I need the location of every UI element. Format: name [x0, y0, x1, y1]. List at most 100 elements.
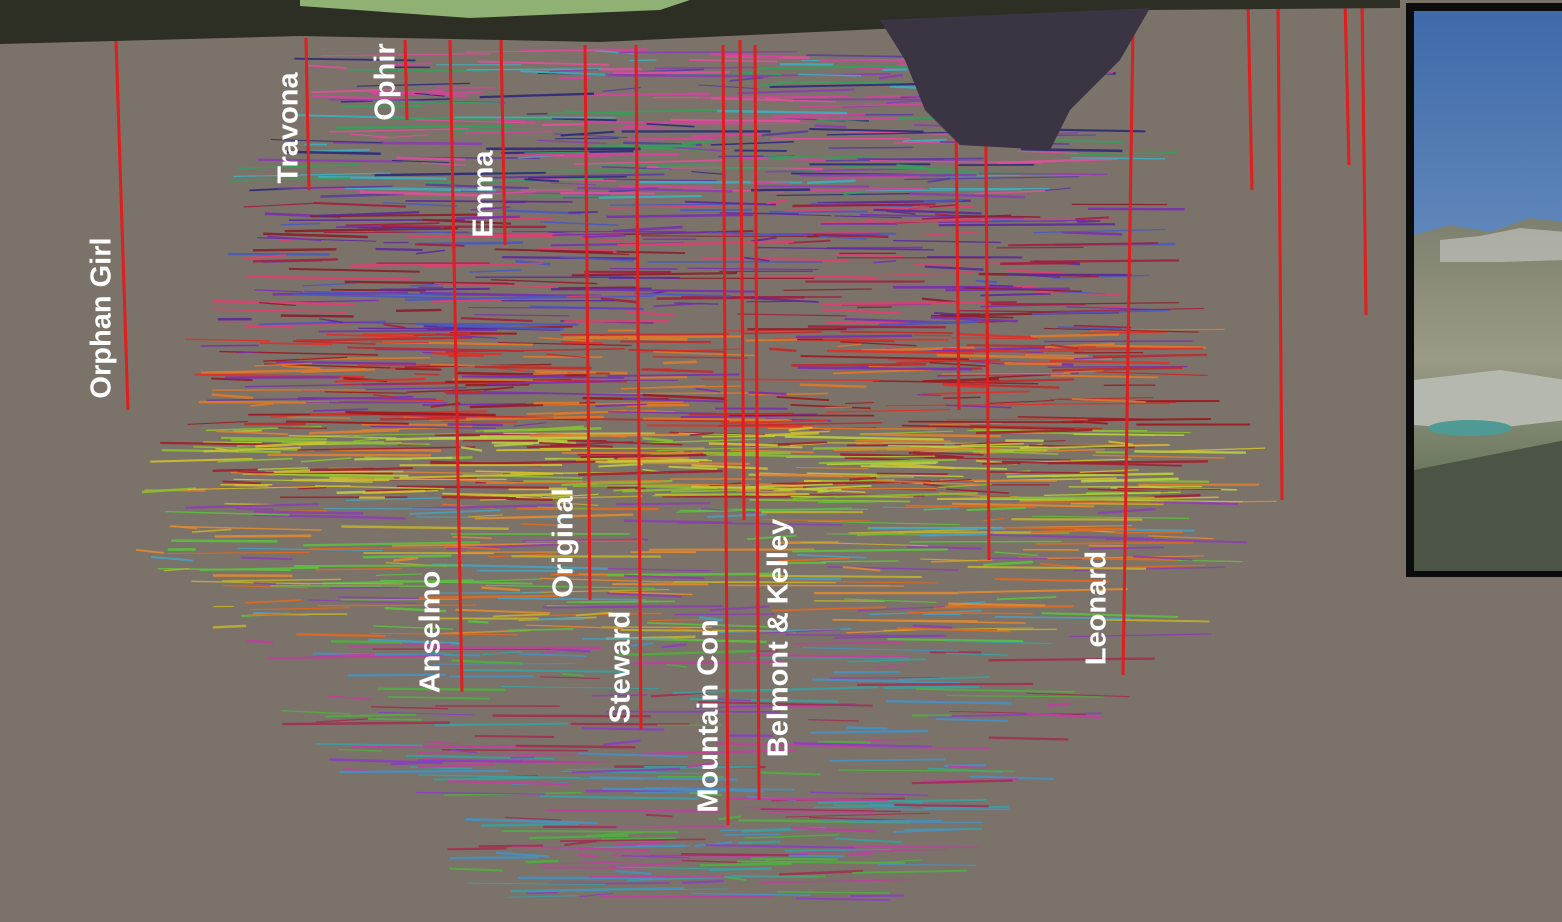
tunnel — [340, 598, 459, 601]
tunnel — [996, 246, 1084, 249]
tunnel — [474, 365, 592, 370]
tunnel — [477, 60, 609, 66]
tunnel — [276, 360, 417, 365]
tunnel — [620, 340, 711, 344]
tunnel — [234, 484, 269, 487]
tunnel — [570, 722, 690, 726]
tunnel — [956, 332, 1034, 339]
tunnel — [812, 446, 924, 450]
tunnel — [379, 287, 490, 291]
tunnel — [987, 400, 1055, 404]
tunnel — [958, 588, 1128, 594]
tunnel — [980, 292, 1051, 297]
tunnel — [416, 322, 579, 326]
tunnel — [757, 574, 922, 579]
tunnel — [552, 231, 718, 236]
tunnel — [319, 318, 343, 323]
tunnel — [736, 490, 796, 493]
tunnel — [886, 699, 1012, 705]
tunnel — [995, 577, 1110, 583]
tunnel — [237, 547, 383, 552]
tunnel — [978, 172, 1108, 176]
tunnel — [324, 391, 408, 394]
tunnel — [399, 473, 554, 479]
tunnel — [497, 367, 538, 373]
tunnel — [1016, 150, 1078, 154]
tunnel — [842, 566, 881, 572]
tunnel — [888, 463, 955, 470]
tunnel — [487, 379, 622, 386]
tunnel — [656, 446, 784, 452]
tunnel — [293, 564, 464, 568]
tunnel — [855, 439, 952, 443]
tunnel — [559, 838, 706, 842]
tunnel — [791, 363, 927, 367]
tunnel — [468, 375, 625, 379]
tunnel — [220, 436, 327, 441]
tunnel — [479, 92, 595, 99]
tunnel — [237, 471, 393, 475]
tunnel — [233, 429, 262, 433]
tunnel — [521, 588, 670, 594]
tunnel — [529, 887, 683, 893]
tunnel — [1030, 333, 1119, 338]
tunnel — [898, 676, 990, 681]
tunnel — [793, 742, 932, 749]
tunnel — [893, 828, 962, 833]
tunnel — [887, 445, 1048, 448]
tunnel — [468, 306, 642, 309]
tunnel — [171, 539, 278, 543]
tunnel — [1087, 417, 1211, 422]
tunnel — [676, 507, 853, 513]
tunnel — [974, 378, 1075, 383]
tunnel — [252, 258, 338, 263]
tunnel — [378, 687, 506, 691]
tunnel — [818, 798, 987, 804]
tunnel — [644, 888, 729, 891]
tunnel — [564, 840, 597, 847]
tunnel — [244, 382, 421, 388]
tunnel — [797, 366, 972, 371]
tunnel — [827, 349, 974, 355]
tunnel — [856, 682, 1034, 686]
tunnel — [335, 124, 512, 130]
tunnel — [942, 383, 986, 389]
tunnel — [830, 676, 941, 679]
shaft — [1360, 0, 1368, 316]
tunnel — [309, 428, 399, 435]
tunnel — [309, 546, 472, 550]
tunnel — [718, 815, 742, 821]
tunnel — [349, 133, 389, 139]
tunnel — [481, 650, 524, 656]
tunnel — [832, 618, 978, 623]
tunnel — [571, 767, 680, 774]
tunnel — [792, 548, 948, 553]
tunnel — [760, 130, 809, 137]
tunnel — [164, 567, 189, 572]
tunnel — [442, 420, 518, 423]
tunnel — [240, 556, 293, 561]
tunnel — [905, 504, 1036, 508]
tunnel — [468, 620, 489, 624]
tunnel — [760, 878, 915, 884]
tunnel — [607, 373, 740, 377]
tunnel — [539, 795, 699, 800]
tunnel — [916, 394, 942, 397]
tunnel — [258, 158, 403, 163]
tunnel — [784, 207, 930, 212]
tunnel — [199, 566, 320, 571]
tunnel — [249, 607, 351, 611]
tunnel — [885, 403, 1048, 407]
tunnel — [989, 557, 1082, 560]
tunnel — [362, 554, 452, 559]
tunnel — [320, 192, 404, 198]
tunnel — [519, 653, 587, 657]
tunnel — [776, 891, 891, 894]
tunnel — [656, 775, 724, 778]
tunnel — [875, 663, 906, 670]
tunnel — [334, 377, 426, 383]
tunnel — [187, 421, 248, 425]
shaft — [403, 39, 409, 121]
tunnel — [970, 450, 1059, 455]
